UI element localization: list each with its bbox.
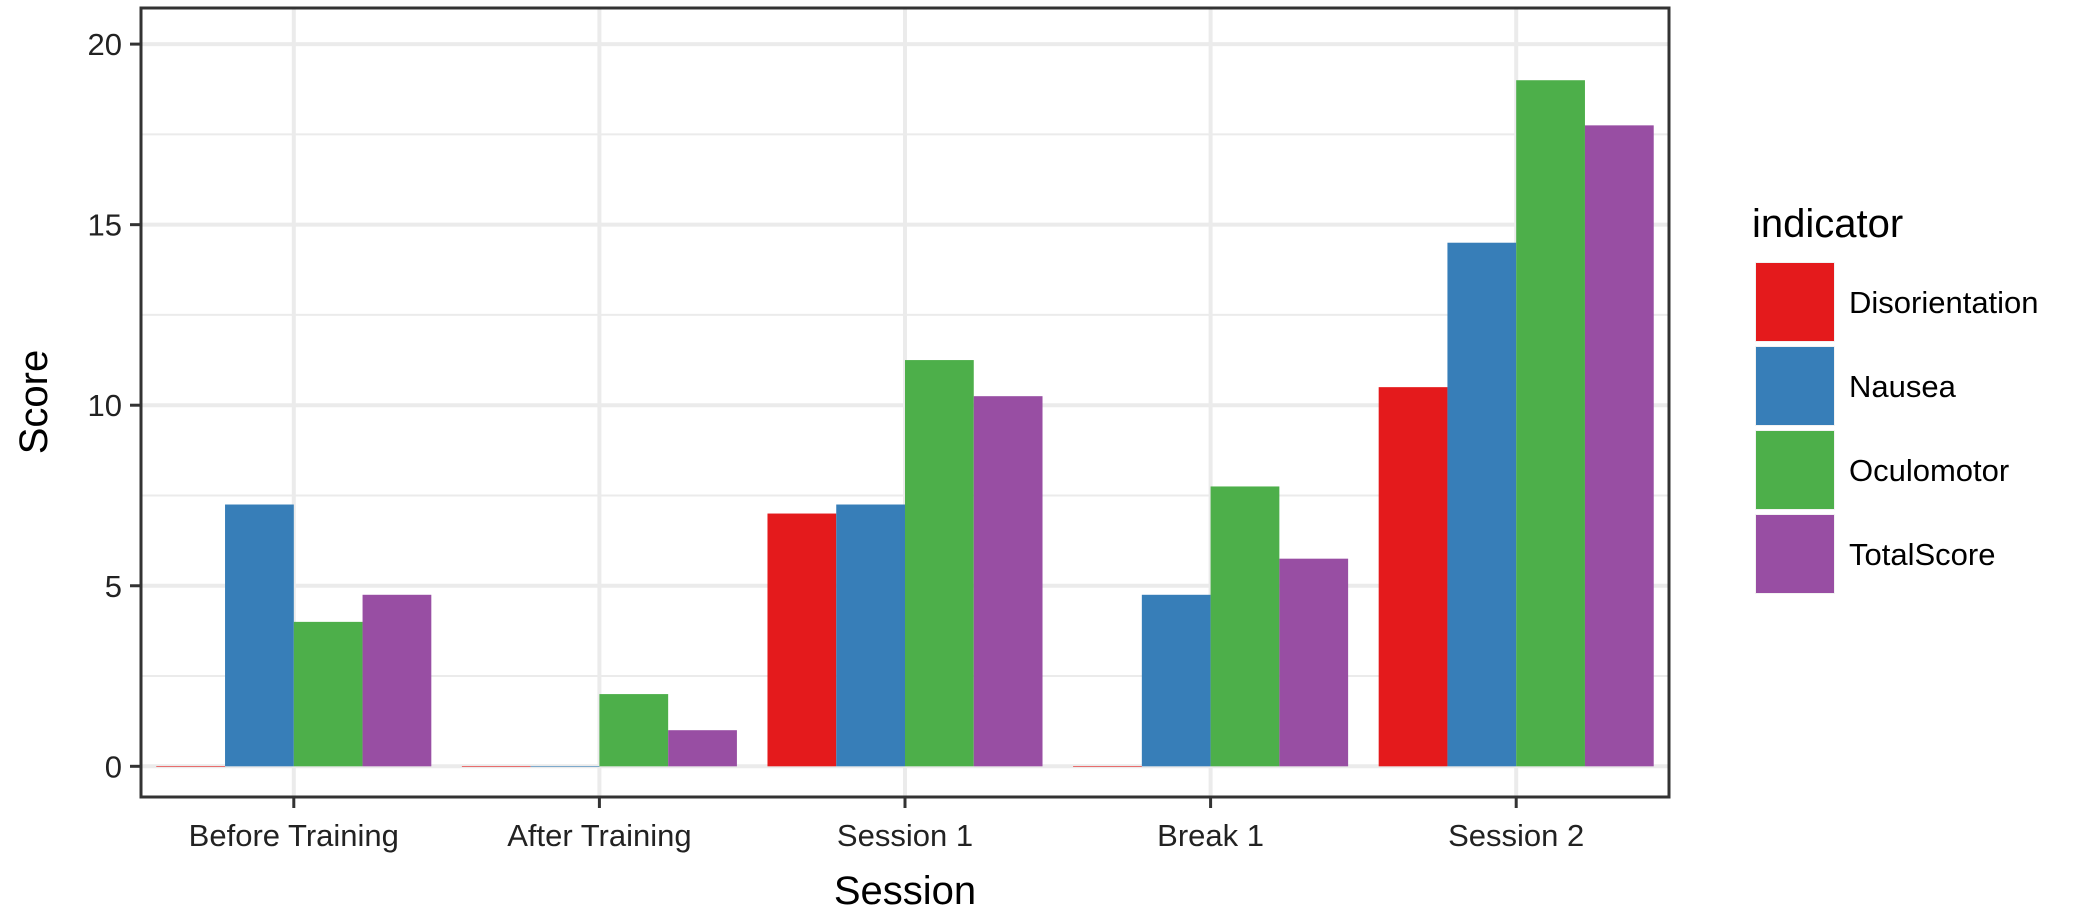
bar-oculomotor-session-2 <box>1516 80 1585 767</box>
bar-disorientation-after-training <box>461 766 531 767</box>
bar-totalscore-before-training <box>362 594 432 767</box>
legend-label-totalscore: TotalScore <box>1849 537 1995 572</box>
bar-oculomotor-session-1 <box>905 360 974 767</box>
y-tick-label: 20 <box>88 27 122 62</box>
y-axis-title: Score <box>12 350 56 455</box>
bar-oculomotor-break-1 <box>1210 486 1280 767</box>
bar-oculomotor-after-training <box>599 694 669 767</box>
bar-nausea-session-2 <box>1447 242 1517 767</box>
y-tick-label: 5 <box>105 569 122 604</box>
bar-disorientation-session-1 <box>767 513 837 767</box>
legend-key-totalscore <box>1756 515 1834 593</box>
bar-nausea-break-1 <box>1141 594 1211 767</box>
legend-label-nausea: Nausea <box>1849 369 1957 404</box>
bar-disorientation-session-2 <box>1378 387 1448 767</box>
bar-oculomotor-before-training <box>293 621 363 767</box>
legend-key-disorientation <box>1756 263 1834 341</box>
bar-disorientation-before-training <box>156 766 226 767</box>
bar-nausea-session-1 <box>836 504 905 767</box>
bar-nausea-before-training <box>225 504 294 767</box>
legend-key-oculomotor <box>1756 431 1834 509</box>
bar-disorientation-break-1 <box>1073 766 1142 767</box>
x-tick-label: After Training <box>507 818 691 853</box>
bars <box>156 80 1654 767</box>
bar-nausea-after-training <box>530 766 600 767</box>
legend-label-oculomotor: Oculomotor <box>1849 453 2009 488</box>
y-tick-label: 0 <box>105 749 122 784</box>
legend-title: indicator <box>1752 202 1903 246</box>
legend: indicator Disorientation Nausea Oculomotor… <box>1752 202 2039 594</box>
x-tick-label: Session 1 <box>837 818 973 853</box>
bar-totalscore-session-2 <box>1584 125 1654 767</box>
x-axis-title: Session <box>834 869 976 909</box>
x-tick-label: Session 2 <box>1448 818 1584 853</box>
legend-key-nausea <box>1756 347 1834 425</box>
axes: 0 5 10 15 20 Before Training After Training Ses… <box>88 27 1585 853</box>
y-tick-label: 10 <box>88 388 122 423</box>
x-tick-label: Before Training <box>189 818 399 853</box>
bar-totalscore-break-1 <box>1279 558 1349 767</box>
bar-totalscore-session-1 <box>973 396 1043 767</box>
y-tick-label: 15 <box>88 208 122 243</box>
bar-totalscore-after-training <box>668 730 737 767</box>
legend-label-disorientation: Disorientation <box>1849 285 2039 320</box>
x-tick-label: Break 1 <box>1157 818 1264 853</box>
